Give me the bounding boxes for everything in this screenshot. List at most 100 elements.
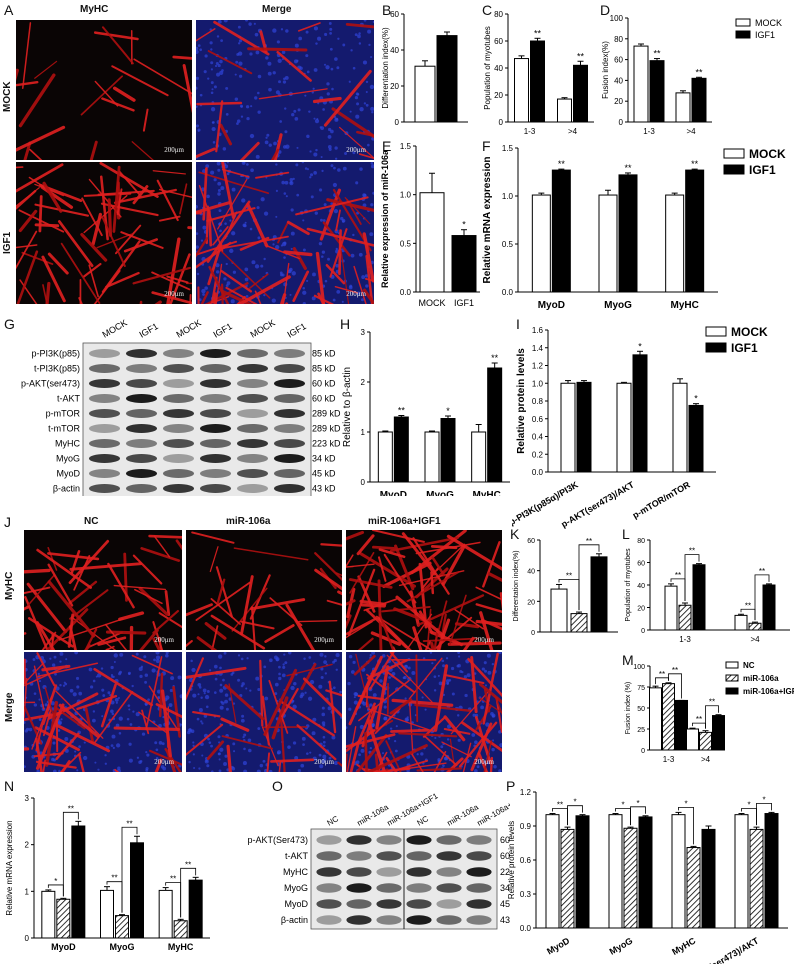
chart-i: 0.0 0.2 0.4 0.6 0.8 1.0 1.2 1.4 1.6 Relative prot… xyxy=(512,325,768,529)
nucleus-dot xyxy=(158,741,163,745)
y-tick-label: 40 xyxy=(527,569,535,576)
protein-band xyxy=(125,469,158,478)
nucleus-dot xyxy=(243,733,247,737)
nucleus-dot xyxy=(203,70,207,74)
protein-band xyxy=(162,469,195,478)
nucleus-dot xyxy=(278,672,281,676)
myotube-fiber xyxy=(35,703,65,770)
nucleus-dot xyxy=(188,760,191,764)
nucleus-dot xyxy=(64,737,69,741)
nucleus-dot xyxy=(214,64,218,68)
nucleus-dot xyxy=(196,105,198,108)
significance-bracket xyxy=(684,554,700,601)
myotube-fiber xyxy=(368,652,395,691)
myotube-fiber xyxy=(346,753,348,772)
myotube-fiber xyxy=(148,534,182,539)
nucleus-dot xyxy=(457,663,461,668)
myotube-fiber xyxy=(225,286,258,304)
myotube-fiber xyxy=(460,721,502,753)
nucleus-dot xyxy=(483,661,487,665)
nucleus-dot xyxy=(307,696,313,701)
nucleus-dot xyxy=(355,181,359,185)
nucleus-dot xyxy=(329,27,333,31)
nucleus-dot xyxy=(218,752,221,756)
protein-band xyxy=(273,364,306,373)
legend-swatch xyxy=(723,164,745,175)
myotube-fiber xyxy=(211,625,219,650)
nucleus-dot xyxy=(217,735,221,739)
myotube-fiber xyxy=(458,721,498,768)
nucleus-dot xyxy=(451,692,455,696)
bar xyxy=(173,920,188,939)
myotube-fiber xyxy=(377,556,387,582)
myotube-fiber xyxy=(422,566,440,589)
protein-band xyxy=(162,424,195,433)
myotube-fiber xyxy=(270,148,280,160)
nucleus-dot xyxy=(38,718,42,721)
nucleus-dot xyxy=(358,32,361,35)
western-blot-o: NC miR-106a miR-106a+IGF1 NC miR-106a miR-106… xyxy=(210,782,530,958)
nucleus-dot xyxy=(371,111,374,114)
nucleus-dot xyxy=(284,661,288,665)
panel-letter-e: E xyxy=(382,138,392,154)
nucleus-dot xyxy=(322,740,326,744)
bar xyxy=(557,98,572,123)
nucleus-dot xyxy=(111,712,115,716)
blot-row-label: t-AKT xyxy=(285,851,309,861)
myotube-fiber xyxy=(166,237,181,304)
myotube-fiber xyxy=(277,222,289,244)
nucleus-dot xyxy=(381,752,385,755)
myotube-fiber xyxy=(97,636,127,646)
myotube-fiber xyxy=(115,224,142,255)
bar xyxy=(487,367,503,483)
blot-row-kd: 85 kD xyxy=(312,349,336,359)
myotube-fiber xyxy=(250,606,257,650)
nucleus-dot xyxy=(275,163,278,166)
nucleus-dot xyxy=(368,43,371,47)
nucleus-dot xyxy=(217,20,222,24)
nucleus-dot xyxy=(306,752,309,755)
nucleus-dot xyxy=(306,168,309,171)
nucleus-dot xyxy=(25,727,30,732)
myotube-fiber xyxy=(482,652,499,725)
y-axis-label: Relative protein levels xyxy=(516,348,527,454)
significance-mark: ** xyxy=(691,159,699,169)
protein-band xyxy=(273,379,306,388)
significance-bracket xyxy=(578,544,600,611)
significance-mark: ** xyxy=(126,819,132,828)
myotube-fiber xyxy=(377,617,412,650)
protein-band xyxy=(88,454,121,463)
nucleus-dot xyxy=(352,660,356,665)
nucleus-dot xyxy=(300,692,305,697)
bar xyxy=(573,64,588,123)
myotube-fiber xyxy=(153,535,171,558)
y-tick-label: 0.0 xyxy=(532,468,544,477)
nucleus-dot xyxy=(369,84,374,90)
nucleus-dot xyxy=(222,678,225,682)
nucleus-dot xyxy=(33,703,38,707)
nucleus-dot xyxy=(283,241,287,245)
myotube-fiber xyxy=(215,263,223,304)
myotube-fiber xyxy=(29,148,43,160)
nucleus-dot xyxy=(218,769,222,772)
nucleus-dot xyxy=(129,723,133,726)
myotube-fiber xyxy=(16,163,64,193)
nucleus-dot xyxy=(140,665,144,669)
nucleus-dot xyxy=(348,707,352,711)
panel-letter-m: M xyxy=(622,652,634,668)
protein-band xyxy=(436,883,462,893)
nucleus-dot xyxy=(457,652,461,655)
protein-band xyxy=(199,454,232,463)
y-tick-label: 0.8 xyxy=(532,397,544,406)
protein-band xyxy=(406,883,432,893)
myotube-fiber xyxy=(278,760,282,772)
nucleus-dot xyxy=(246,657,249,660)
nucleus-dot xyxy=(437,674,440,677)
nucleus-dot xyxy=(205,705,209,709)
nucleus-dot xyxy=(223,20,228,23)
nucleus-dot xyxy=(323,203,327,207)
nucleus-dot xyxy=(207,737,210,741)
significance-bracket xyxy=(567,805,583,826)
nucleus-dot xyxy=(264,140,269,145)
myotube-fiber xyxy=(24,568,51,574)
